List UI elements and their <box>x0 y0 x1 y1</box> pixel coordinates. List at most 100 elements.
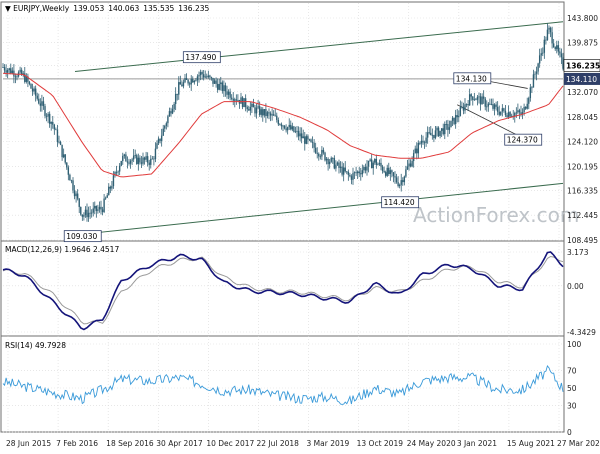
price-bar-body <box>128 162 130 164</box>
price-bar-body <box>70 180 73 182</box>
x-tick-label: 10 Dec 2017 <box>206 439 254 448</box>
price-bar-body <box>257 106 259 108</box>
price-bar-body <box>165 123 168 126</box>
price-bar-body <box>134 155 136 156</box>
price-bar-body <box>76 193 79 199</box>
price-bar-body <box>464 104 466 111</box>
price-bar-body <box>6 70 9 73</box>
price-bar-body <box>81 214 84 217</box>
price-bar-body <box>481 96 483 105</box>
price-bar-body <box>24 73 26 82</box>
price-bar-body <box>28 81 31 84</box>
price-bar-body <box>319 156 322 158</box>
price-bar-body <box>305 136 308 144</box>
price-bar-body <box>178 82 180 95</box>
price-bar-body <box>339 166 342 168</box>
x-tick-label: 28 Jun 2015 <box>6 439 51 448</box>
price-bar-body <box>27 76 29 82</box>
price-bar-body <box>160 135 163 141</box>
price-bar-body <box>465 104 468 105</box>
price-bar-body <box>346 171 348 173</box>
price-bar-body <box>111 186 113 189</box>
price-bar-body <box>492 104 494 109</box>
price-bar-body <box>69 174 71 181</box>
price-bar-body <box>482 96 485 99</box>
price-bar-body <box>434 130 437 139</box>
price-bar-body <box>86 209 88 218</box>
price-bar-body <box>327 158 329 165</box>
header-high: 140.063 <box>108 4 139 13</box>
price-bar-body <box>299 133 301 137</box>
price-bar-body <box>493 104 496 109</box>
price-bar-body <box>436 127 438 131</box>
price-bar-body <box>212 77 214 84</box>
price-bar-body <box>360 173 362 175</box>
price-bar-body <box>47 113 49 117</box>
price-bar-body <box>136 155 138 164</box>
price-tick-label: 112.445 <box>567 211 598 220</box>
price-bar-body <box>154 148 157 160</box>
macd-tick-label: 3.173 <box>567 248 589 257</box>
price-bar-body <box>14 76 17 78</box>
price-bar-body <box>157 138 160 144</box>
price-bar-body <box>467 104 469 106</box>
price-bar-body <box>392 172 395 177</box>
price-bar-body <box>229 91 231 98</box>
price-bar-body <box>249 106 252 111</box>
price-bar-body <box>125 154 127 162</box>
price-bar-body <box>333 158 336 169</box>
price-bar-body <box>115 172 118 173</box>
price-bar-body <box>405 169 407 177</box>
price-bar-body <box>328 161 331 165</box>
price-bar-body <box>479 96 482 105</box>
price-bar-body <box>458 115 460 118</box>
price-bar-body <box>554 47 556 50</box>
price-bar-body <box>453 117 455 124</box>
annotation-box <box>453 72 492 85</box>
rsi-tick-label: 100 <box>567 340 582 349</box>
price-bar-body <box>400 180 402 185</box>
x-tick-label: 13 Oct 2019 <box>357 439 404 448</box>
price-bar-body <box>106 195 108 198</box>
price-bar-body <box>478 96 480 98</box>
price-tick-label: 116.335 <box>567 187 598 196</box>
price-bar-body <box>45 115 48 117</box>
price-bar-body <box>241 97 244 108</box>
x-tick-label: 18 Sep 2016 <box>106 439 154 448</box>
price-bar-body <box>168 111 171 117</box>
price-bar-body <box>507 112 510 117</box>
price-bar-body <box>311 141 314 143</box>
price-bar-body <box>514 113 516 117</box>
price-bar-body <box>461 106 463 108</box>
price-bar-body <box>282 125 284 127</box>
price-bar-body <box>274 115 276 117</box>
price-bar-body <box>55 129 57 131</box>
price-bar-body <box>59 141 62 145</box>
price-bar-body <box>470 94 472 97</box>
x-tick-label: 3 Mar 2019 <box>307 439 350 448</box>
header-dropdown-icon[interactable]: ▼ <box>5 4 13 13</box>
price-bar-body <box>223 85 225 91</box>
price-bar-body <box>72 180 74 191</box>
price-bar-body <box>518 110 521 113</box>
price-bar-body <box>490 104 493 105</box>
price-bar-body <box>557 45 560 52</box>
price-bar-body <box>52 121 54 125</box>
price-bar-body <box>538 55 541 64</box>
price-bar-body <box>240 97 242 104</box>
annotation-box <box>381 196 420 209</box>
price-bar-body <box>123 154 126 156</box>
price-tick-label: 120.195 <box>567 162 598 171</box>
price-bar-body <box>62 154 65 158</box>
price-bar-body <box>560 53 563 58</box>
price-bar-body <box>156 143 158 149</box>
price-bar-body <box>391 170 393 173</box>
price-bar-body <box>366 166 368 171</box>
price-bar-body <box>232 98 234 101</box>
channel-lower-line <box>74 182 564 236</box>
price-bar-body <box>11 70 14 74</box>
annotation-label: 137.490 <box>185 53 216 62</box>
price-bar-body <box>503 108 505 111</box>
price-bar-body <box>412 153 415 162</box>
